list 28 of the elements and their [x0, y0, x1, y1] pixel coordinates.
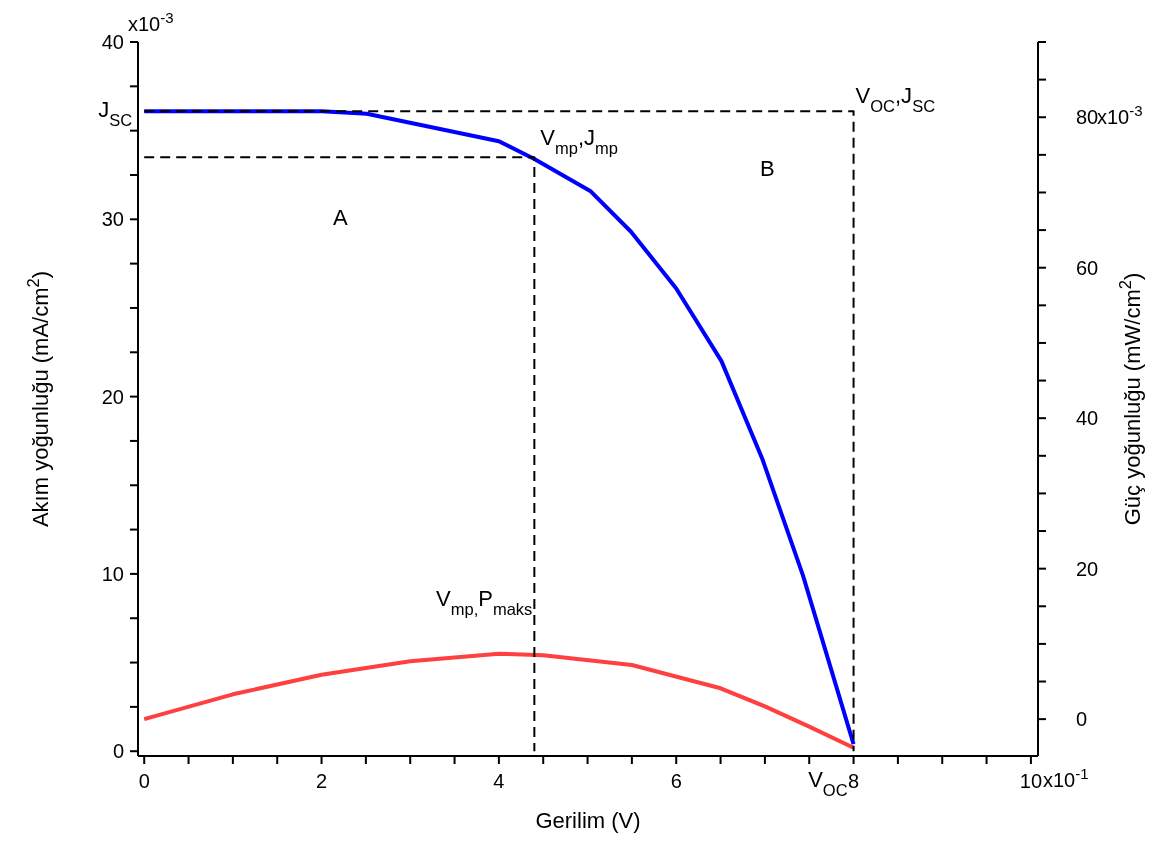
annotation: V$_{OC}$,J$_{SC}$ — [855, 83, 936, 116]
annotation: V$_{OC}$ — [808, 767, 848, 800]
y-tick-label: 30 — [101, 208, 124, 231]
x-tick-label: 8 — [848, 770, 860, 792]
y2-tick-label: 40 — [1076, 407, 1099, 430]
text: x10$^{-1}$ — [1042, 764, 1089, 791]
y2-tick-label: 0 — [1076, 708, 1088, 731]
text: x10$^{-3}$ — [128, 8, 174, 35]
y-tick-label: 10 — [101, 562, 124, 585]
y2-tick-label: 20 — [1076, 557, 1099, 580]
y-tick-label: 0 — [112, 740, 124, 763]
annotation: A — [333, 205, 348, 231]
annotation: V$_{mp}$,J$_{mp}$ — [540, 125, 619, 158]
y-tick-label: 40 — [101, 31, 124, 53]
y-tick-label: 20 — [101, 385, 124, 408]
annotation: V$_{mp,}$P$_{maks}$ — [436, 585, 533, 618]
x-tick-label: 2 — [315, 770, 328, 792]
x-axis-title: Gerilim (V) — [535, 808, 641, 833]
y2-tick-label: 80 — [1076, 106, 1099, 129]
x-tick-label: 10 — [1019, 770, 1043, 792]
line-series — [142, 651, 856, 750]
y2-tick-label: 60 — [1076, 256, 1099, 279]
annotation: J$_{SC}$ — [98, 97, 133, 130]
annotation: B — [760, 156, 775, 182]
x-tick-label: 4 — [493, 770, 505, 792]
text: x10$^{-3}$ — [1097, 101, 1143, 129]
x-tick-label: 6 — [670, 770, 682, 792]
x-tick-label: 0 — [138, 770, 150, 792]
